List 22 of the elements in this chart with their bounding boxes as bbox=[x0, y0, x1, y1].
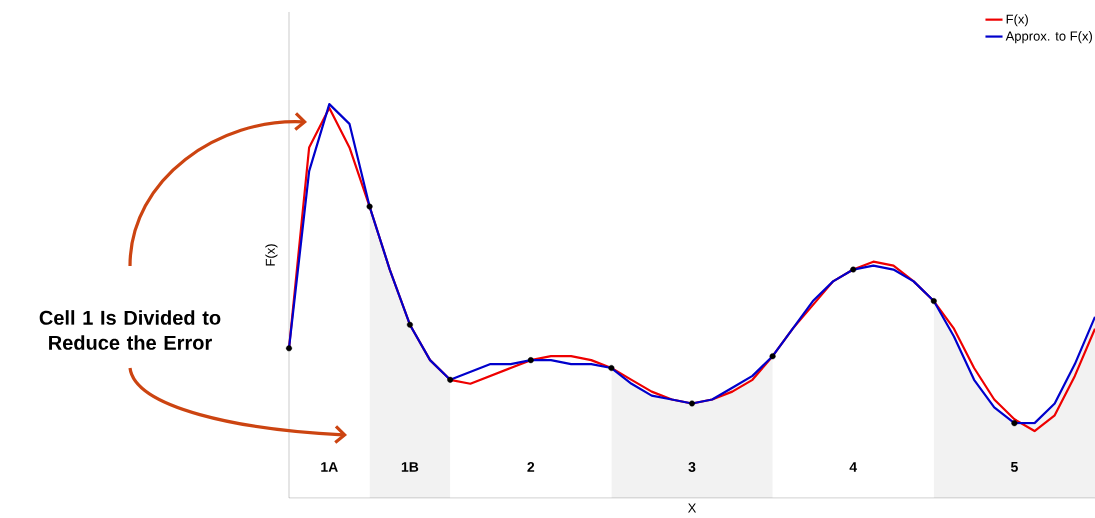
point bbox=[689, 400, 695, 407]
x-axis-title: X bbox=[687, 503, 697, 513]
point bbox=[850, 266, 857, 273]
point bbox=[608, 365, 615, 372]
x-tick-label: 5 bbox=[1010, 462, 1018, 472]
text: Cell 1 Is Divided to Reduce the Error bbox=[39, 310, 221, 350]
legend-label: Approx. to F(x) bbox=[1005, 31, 1092, 44]
x-tick-label: 2 bbox=[527, 462, 535, 472]
point bbox=[769, 353, 776, 360]
legend-label: F(x) bbox=[1006, 14, 1028, 27]
point bbox=[406, 321, 413, 328]
x-tick-label: 4 bbox=[849, 462, 858, 472]
y-axis-title: F(x) bbox=[265, 244, 278, 266]
x-tick-label: 1A bbox=[321, 462, 338, 472]
x-tick-label: 3 bbox=[688, 462, 696, 472]
point bbox=[366, 203, 373, 210]
point bbox=[527, 357, 534, 364]
point bbox=[447, 376, 454, 383]
point bbox=[1011, 420, 1018, 427]
x-tick-label: 1B bbox=[401, 462, 419, 472]
point bbox=[286, 345, 293, 352]
point bbox=[930, 298, 937, 305]
